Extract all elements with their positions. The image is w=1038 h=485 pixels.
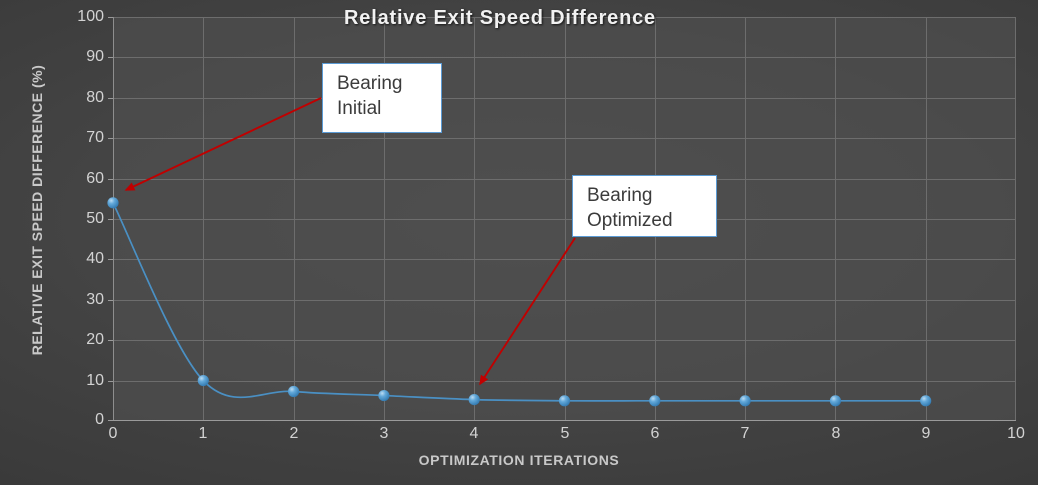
y-axis-tick [108, 381, 113, 382]
y-axis-tick-label: 80 [86, 89, 104, 106]
y-axis-tick-label: 0 [95, 411, 104, 428]
gridline-horizontal [113, 98, 1016, 99]
y-axis-tick-label: 20 [86, 331, 104, 348]
y-axis-tick [108, 300, 113, 301]
y-axis-title: RELATIVE EXIT SPEED DIFFERENCE (%) [29, 64, 45, 356]
x-axis-tick-label: 4 [469, 425, 479, 442]
y-axis-tick-label: 70 [86, 129, 104, 146]
annotation-label-bearing-initial[interactable]: Bearing Initial [322, 63, 442, 133]
y-axis-tick [108, 219, 113, 220]
gridline-horizontal [113, 17, 1016, 18]
x-axis-tick-label: 7 [740, 425, 750, 442]
gridline-horizontal [113, 138, 1016, 139]
y-axis-line [113, 17, 114, 421]
y-axis-tick-label: 90 [86, 48, 104, 65]
y-axis-tick-label: 100 [77, 8, 104, 25]
x-axis-title: OPTIMIZATION ITERATIONS [418, 452, 620, 468]
gridline-vertical [565, 17, 566, 421]
x-axis-line [113, 420, 1016, 421]
x-axis-tick-label: 6 [650, 425, 660, 442]
x-axis-tick-label: 0 [108, 425, 118, 442]
gridline-vertical [926, 17, 927, 421]
y-axis-tick [108, 57, 113, 58]
y-axis-tick-label: 50 [86, 210, 104, 227]
y-axis-tick [108, 98, 113, 99]
y-axis-tick [108, 179, 113, 180]
x-axis-tick-label: 8 [831, 425, 841, 442]
y-axis-tick [108, 420, 113, 421]
plot-area [113, 17, 1016, 421]
gridline-vertical [835, 17, 836, 421]
y-axis-tick-label: 10 [86, 372, 104, 389]
gridline-vertical [1015, 17, 1016, 421]
gridline-vertical [474, 17, 475, 421]
x-axis-tick-label: 3 [379, 425, 389, 442]
x-axis-tick-label: 9 [921, 425, 931, 442]
y-axis-tick [108, 138, 113, 139]
y-axis-tick [108, 340, 113, 341]
x-axis-tick-label: 1 [198, 425, 208, 442]
chart-title: Relative Exit Speed Difference [344, 7, 656, 29]
gridline-vertical [745, 17, 746, 421]
x-axis-tick-label: 5 [560, 425, 570, 442]
gridline-vertical [294, 17, 295, 421]
annotation-label-bearing-optimized[interactable]: Bearing Optimized [572, 175, 717, 237]
y-axis-tick-label: 30 [86, 291, 104, 308]
y-axis-tick-label: 60 [86, 170, 104, 187]
x-axis-tick-label: 10 [1007, 425, 1025, 442]
gridline-horizontal [113, 179, 1016, 180]
y-axis-tick [108, 259, 113, 260]
y-axis-tick-label: 40 [86, 250, 104, 267]
y-axis-tick [108, 17, 113, 18]
x-axis-tick-label: 2 [289, 425, 299, 442]
gridline-vertical [203, 17, 204, 421]
gridline-horizontal [113, 57, 1016, 58]
